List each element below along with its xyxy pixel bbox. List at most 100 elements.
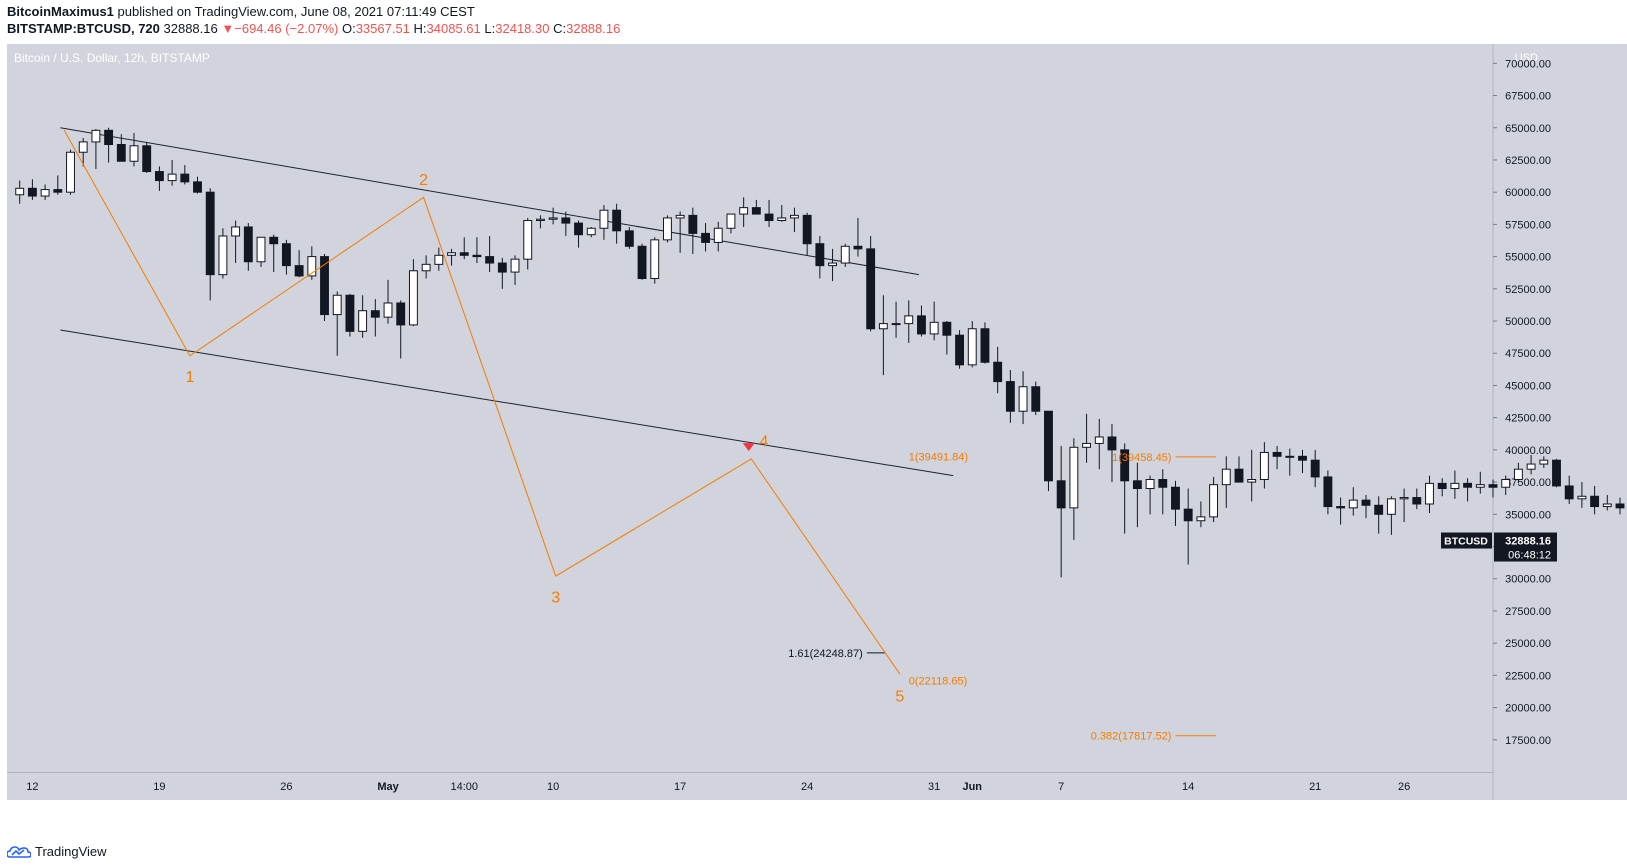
candle-body-bull <box>1399 497 1409 500</box>
candle-body-bull <box>828 262 837 267</box>
candle <box>1120 443 1130 534</box>
candle <box>78 138 88 167</box>
candle-body-bull <box>713 227 723 243</box>
candle <box>1564 475 1574 504</box>
candle <box>535 215 545 229</box>
close-label: C: <box>553 21 567 36</box>
candle <box>66 149 75 195</box>
candle-body-bull <box>675 214 685 219</box>
candle-body-bear <box>637 245 647 280</box>
price-tick-label: 62500.00 <box>1505 155 1551 167</box>
candle-body-bear <box>1005 381 1015 412</box>
candle-body-bear <box>1488 484 1498 488</box>
candle-body-bull <box>1145 479 1155 490</box>
candle <box>853 217 863 257</box>
candle-body-bear <box>561 217 571 224</box>
author-name[interactable]: BitcoinMaximus1 <box>7 4 114 19</box>
candle <box>53 175 63 195</box>
candle <box>1183 488 1193 565</box>
candle-body-bull <box>904 315 914 325</box>
candle <box>1094 418 1104 470</box>
plot-background[interactable] <box>7 44 1493 772</box>
candle <box>790 207 799 233</box>
price-axis[interactable] <box>1493 44 1627 800</box>
time-tick-label: 21 <box>1309 781 1321 793</box>
candle <box>281 239 291 275</box>
candle-body-bear <box>1158 479 1168 488</box>
candle <box>891 301 901 338</box>
candle-body-bear <box>370 310 380 318</box>
elliott-wave[interactable]: 1 2 3 4 5 <box>63 130 904 706</box>
candle <box>713 221 723 252</box>
channel-lines[interactable] <box>60 127 954 477</box>
ohlc-line: BITSTAMP:BTCUSD, 720 32888.16 ▼−694.46 (… <box>7 21 620 36</box>
price-tick-label: 52500.00 <box>1505 284 1551 296</box>
candle-body-bear <box>1120 449 1130 482</box>
candle-body-bear <box>104 129 114 146</box>
candle-body-bear <box>27 187 37 197</box>
candle-body-bear <box>1564 485 1574 500</box>
candle <box>1602 494 1612 511</box>
tradingview-logo[interactable]: TradingView <box>7 844 107 859</box>
high-label: H: <box>413 21 427 36</box>
candle <box>739 197 749 227</box>
time-axis[interactable] <box>7 772 1493 800</box>
open-value: 33567.51 <box>355 21 410 36</box>
candle-body-bear <box>1437 482 1447 490</box>
candle <box>878 295 888 376</box>
change-arrow-icon: ▼ <box>221 21 235 36</box>
candle <box>116 134 126 162</box>
candle-body-bull <box>231 226 241 237</box>
wave-label-4: 4 <box>760 434 769 451</box>
candle <box>1412 488 1422 510</box>
candle-body-bull <box>1069 446 1079 509</box>
candle-body-bear <box>980 328 990 363</box>
candle-body-bull <box>650 239 660 280</box>
channel-upper-line[interactable] <box>60 127 920 276</box>
candle-body-bull <box>332 294 342 316</box>
candle <box>129 132 139 167</box>
candle <box>866 235 876 332</box>
candle <box>154 166 164 191</box>
footer: TradingView <box>0 838 1627 867</box>
channel-lower-line[interactable] <box>60 329 954 477</box>
candle-body-bear <box>1044 410 1053 482</box>
candle <box>1437 478 1447 497</box>
fibonacci-levels[interactable]: 1(39491.84) 0(22118.65) 1.61(24248.87) 1(39… <box>788 451 1217 743</box>
candle-body-bull <box>1082 442 1092 448</box>
candle <box>751 199 761 215</box>
candle <box>408 259 418 327</box>
candle <box>840 243 850 267</box>
time-tick-label: 7 <box>1058 781 1064 793</box>
candle <box>421 255 431 279</box>
candle <box>1539 456 1549 468</box>
price-tick-label: 45000.00 <box>1505 380 1551 392</box>
candle-body-bear <box>1310 459 1320 478</box>
candle-body-bear <box>1463 482 1473 488</box>
candle <box>396 300 406 359</box>
candle <box>447 248 456 266</box>
price-tick-label: 27500.00 <box>1505 606 1551 618</box>
candle-body-bear <box>269 236 279 245</box>
price-tick-label: 65000.00 <box>1505 123 1551 135</box>
candle-body-bear <box>612 209 622 232</box>
candle <box>1145 475 1155 515</box>
candle <box>523 217 533 270</box>
wave-path-line[interactable] <box>63 130 901 675</box>
candle <box>27 179 37 200</box>
price-axis-unit: USD <box>1515 52 1538 64</box>
tradingview-logo-text: TradingView <box>35 844 107 859</box>
publish-info: published on TradingView.com, June 08, 2… <box>113 4 475 19</box>
candle-body-bear <box>294 265 304 277</box>
candle <box>1209 476 1219 523</box>
price-chart[interactable]: Bitcoin / U.S. Dollar, 12h, BITSTAMP USD… <box>0 0 1627 838</box>
candle-body-bull <box>1285 455 1295 458</box>
candle-body-bear <box>320 256 329 316</box>
candle <box>91 129 101 169</box>
candle-body-bear <box>1590 495 1600 508</box>
candle-body-bull <box>840 245 850 264</box>
price-tick-label: 60000.00 <box>1505 187 1551 199</box>
candle-body-bull <box>1526 463 1536 470</box>
close-value: 32888.16 <box>566 21 621 36</box>
candle <box>980 322 990 364</box>
